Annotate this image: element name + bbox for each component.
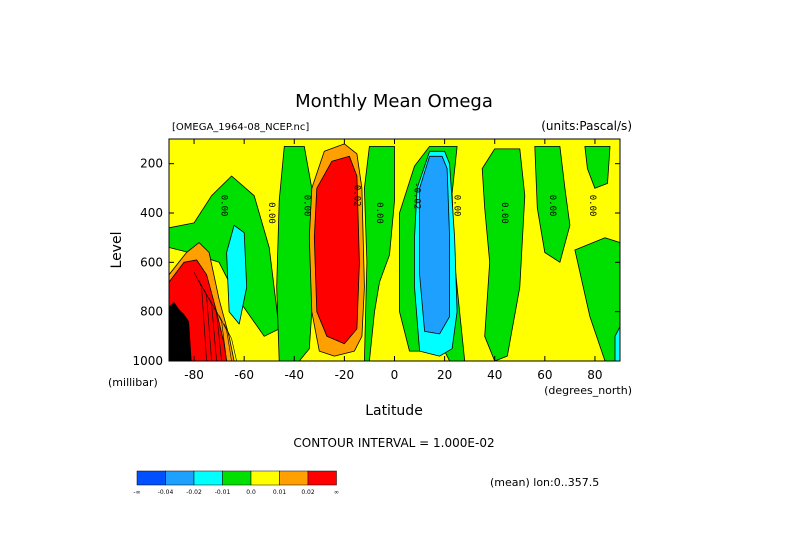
colorbar: -∞ -0.04 -0.02 -0.01 0.0 0.01 0.02 ∞ <box>133 470 339 496</box>
contour-label: 0.00 <box>547 195 557 217</box>
x-tick-label: -60 <box>234 368 254 382</box>
colorbar-label: -0.04 <box>158 489 174 496</box>
colorbar-label: ∞ <box>334 489 339 496</box>
terrain-mask <box>169 301 192 361</box>
region-cyan-south-strip <box>226 224 248 325</box>
region-band-near-minus10 <box>363 145 395 361</box>
region-band-near-65 <box>534 145 571 263</box>
region-band-near-80-upper <box>584 145 611 189</box>
y-axis-label: Level <box>109 232 125 269</box>
mean-note: (mean) lon:0..357.5 <box>490 476 599 489</box>
contour-line <box>208 297 222 361</box>
plot-area: 0.00 0.00 0.00 0.02 0.00 -0.02 0.00 0.00 0.00 0.0… <box>132 138 621 382</box>
colorbar-label: -∞ <box>133 489 140 496</box>
x-axis-label: Latitude <box>365 403 423 419</box>
x-tick-label: 0 <box>391 368 399 382</box>
contour-line <box>198 280 212 361</box>
x-axis-unit: (degrees_north) <box>544 384 632 397</box>
colorbar-swatch <box>279 470 309 486</box>
contour-label: 0.00 <box>452 195 462 217</box>
colorbar-swatch <box>307 470 337 486</box>
colorbar-swatch <box>136 470 166 486</box>
x-tick-label: -80 <box>184 368 204 382</box>
contour-line <box>203 289 217 361</box>
x-tick-label: -40 <box>284 368 304 382</box>
contour-interval: CONTOUR INTERVAL = 1.000E-02 <box>293 436 494 450</box>
region-band-near-78 <box>574 237 620 361</box>
y-tick-label: 1000 <box>132 354 163 368</box>
colorbar-swatch <box>250 470 280 486</box>
y-tick-label: 800 <box>140 305 163 319</box>
y-tick-label: 200 <box>140 157 163 171</box>
x-tick-label: 40 <box>487 368 502 382</box>
x-tick-label: 20 <box>437 368 452 382</box>
contour-label: 0.00 <box>499 202 509 224</box>
region-band-near-45 <box>481 148 526 361</box>
x-tick-label: 80 <box>587 368 602 382</box>
y-tick-label: 400 <box>140 206 163 220</box>
contour-label: 0.00 <box>587 195 597 217</box>
contour-line <box>218 315 232 361</box>
region-cyan-north-edge <box>614 326 620 361</box>
region-blue-equatorial <box>419 155 451 335</box>
colorbar-label: 0.01 <box>273 489 287 496</box>
colorbar-label: 0.02 <box>301 489 315 496</box>
contour-label: 0.02 <box>351 185 361 207</box>
colorbar-label: -0.01 <box>215 489 231 496</box>
contour-label: -0.02 <box>412 182 422 209</box>
dataset-label: [OMEGA_1964-08_NCEP.nc] <box>172 122 309 133</box>
contour-label: 0.00 <box>266 202 276 224</box>
colorbar-swatch <box>193 470 223 486</box>
chart-title: Monthly Mean Omega <box>295 91 493 112</box>
x-tick-label: -20 <box>335 368 355 382</box>
contour-label: 0.00 <box>301 195 311 217</box>
y-tick-label: 600 <box>140 255 163 269</box>
region-band-near-minus40 <box>276 145 315 361</box>
contour-label: 0.00 <box>374 202 384 224</box>
x-tick-label: 60 <box>537 368 552 382</box>
colorbar-label: 0.0 <box>246 489 256 496</box>
colorbar-swatch <box>222 470 252 486</box>
colorbar-label: -0.02 <box>186 489 202 496</box>
region-subpolar-south-band <box>169 175 280 337</box>
units-label: (units:Pascal/s) <box>541 119 632 133</box>
y-axis-unit: (millibar) <box>108 376 158 389</box>
contour-label: 0.00 <box>219 195 229 217</box>
contour-line <box>213 306 227 361</box>
contour-line <box>223 323 237 361</box>
colorbar-swatch <box>165 470 195 486</box>
region-red-subtropical-south <box>313 155 360 345</box>
contour-line <box>193 272 207 361</box>
